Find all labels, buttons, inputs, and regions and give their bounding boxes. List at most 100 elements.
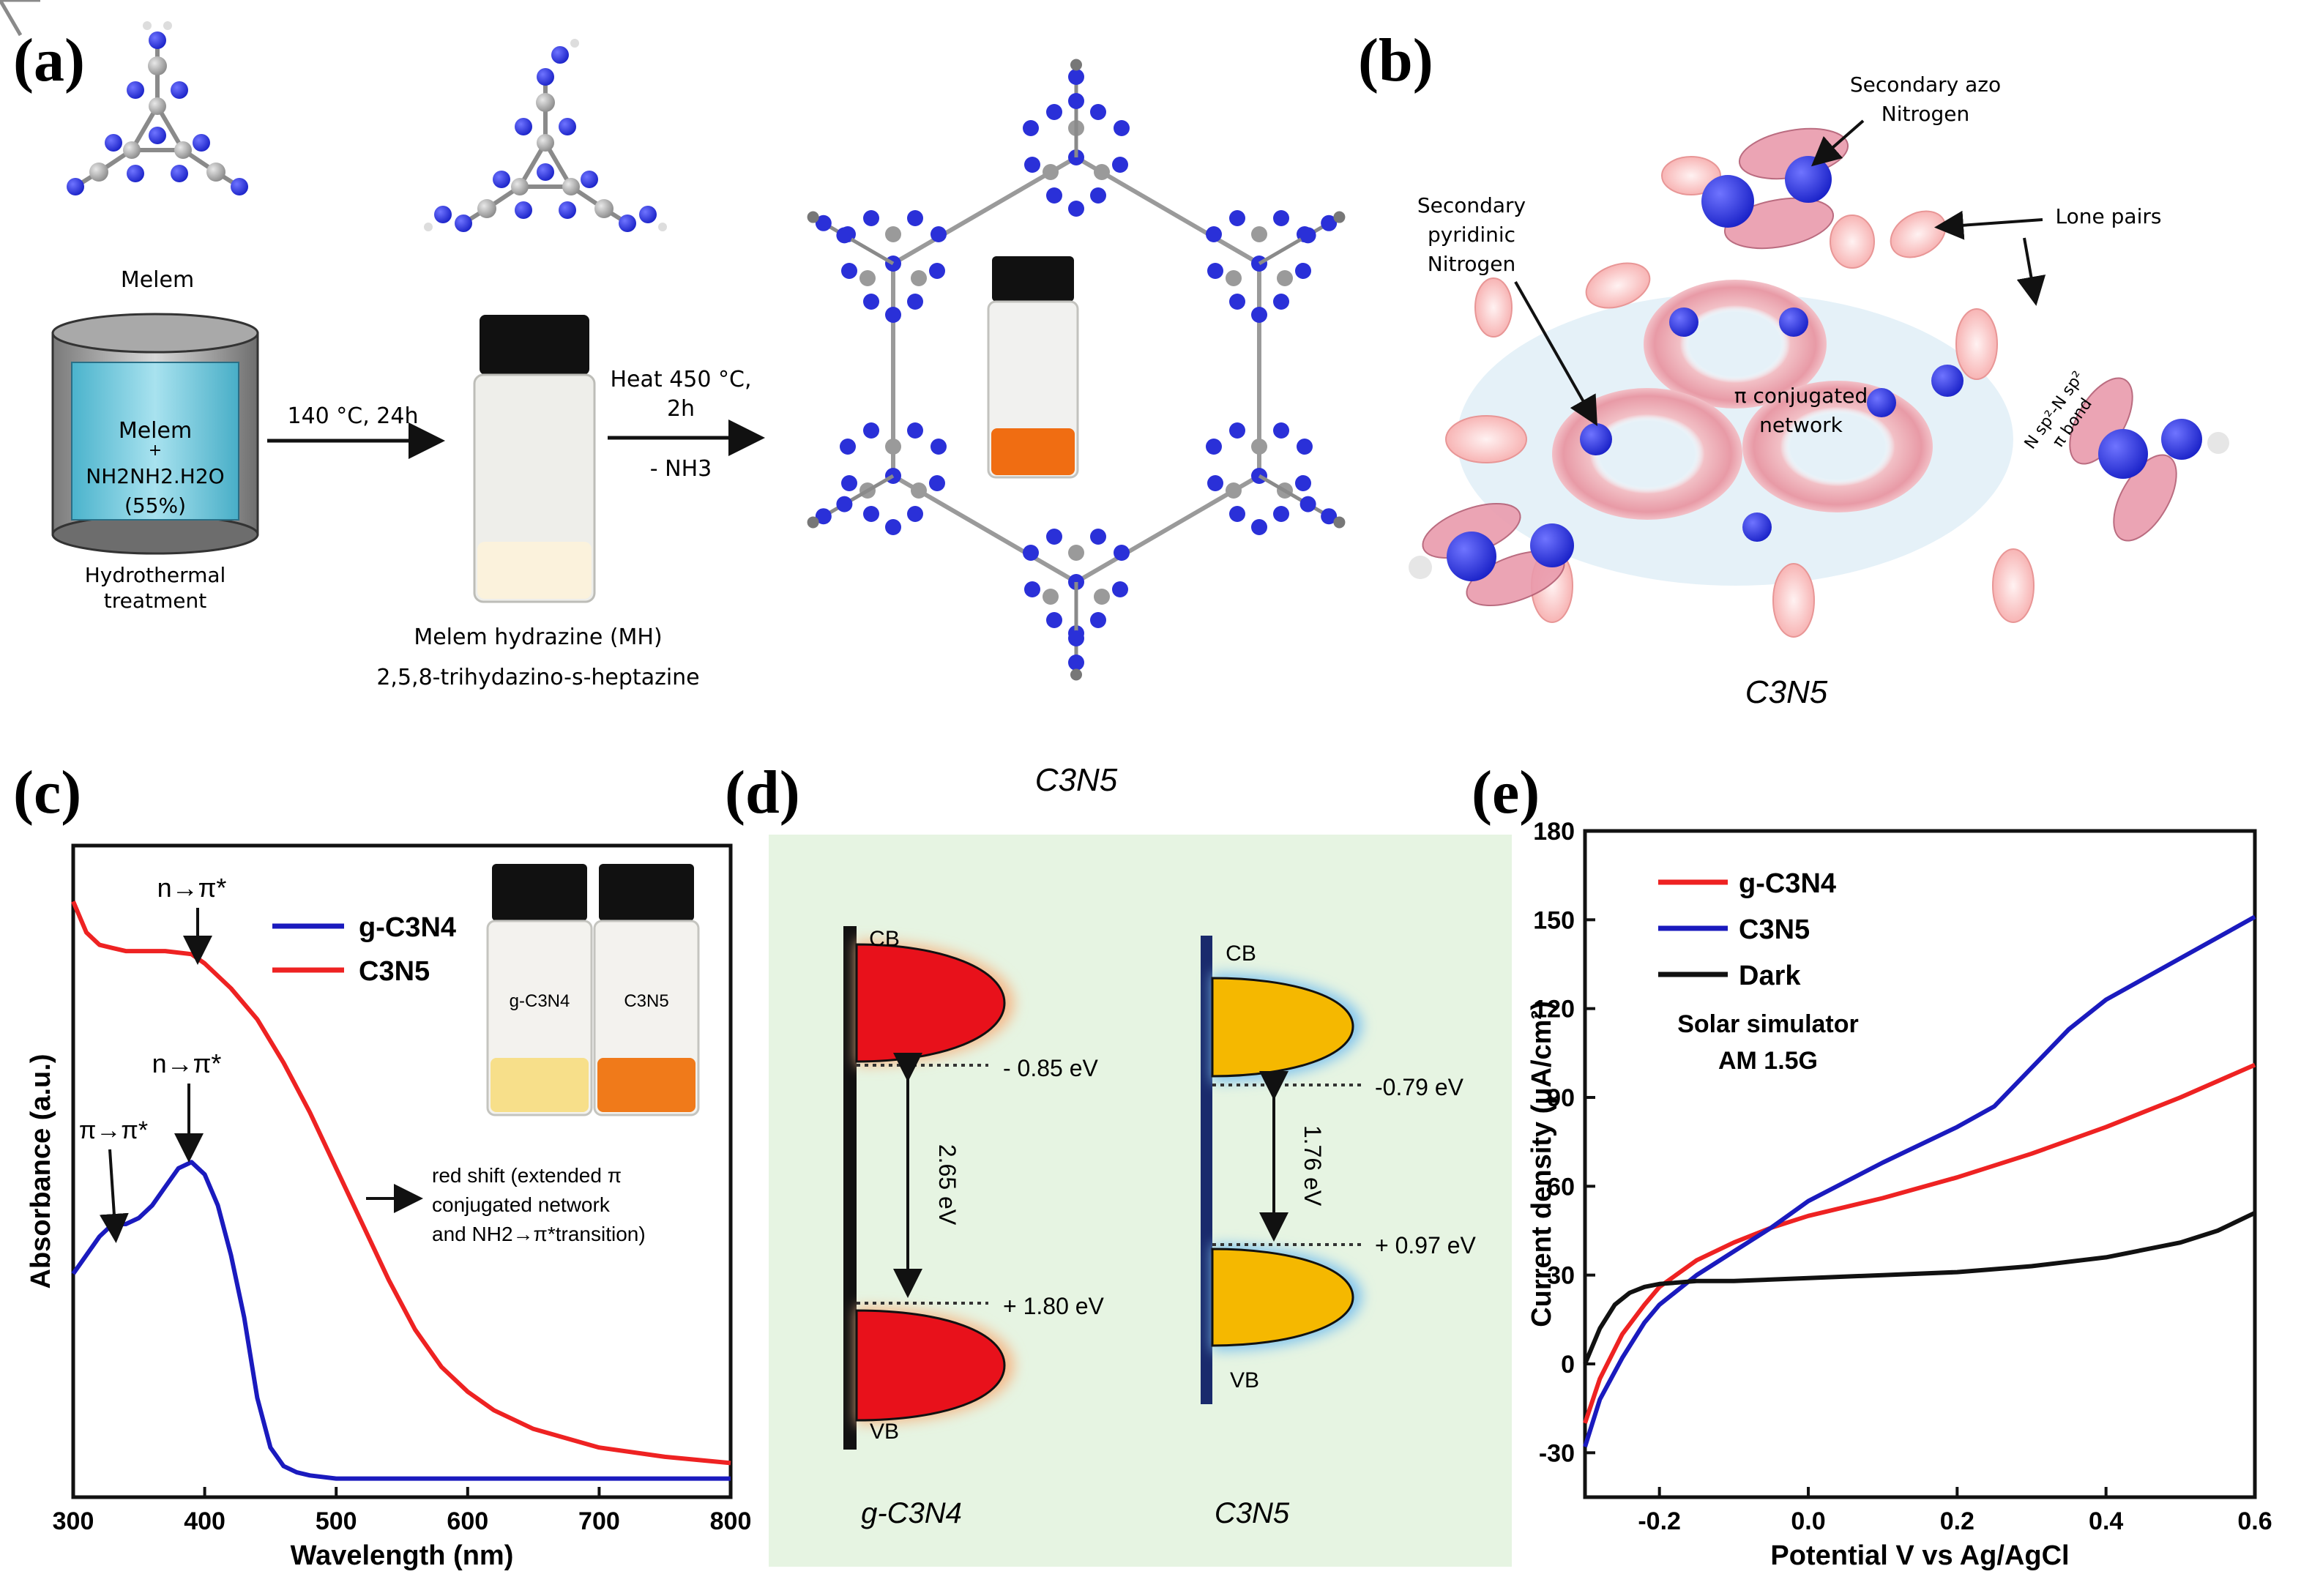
plot-frame — [71, 843, 733, 1499]
annotation-arrow — [99, 1149, 129, 1243]
nitrogen-atom — [1112, 157, 1128, 173]
nitrogen-atom — [1068, 93, 1084, 109]
nitrogen-atom — [836, 496, 853, 512]
nitrogen-atom — [1024, 581, 1040, 597]
azo-bridge — [1258, 221, 1330, 266]
azo-bridge — [822, 474, 895, 518]
panel-d-label: (d) — [725, 758, 800, 827]
carbon-atom — [911, 482, 927, 499]
gc3n4-cb-label: CB — [869, 927, 900, 951]
step2-condition-3: - NH3 — [650, 456, 712, 482]
x-tick-label: 0.6 — [2237, 1507, 2272, 1535]
y-axis-label: Absorbance (a.u.) — [26, 1054, 56, 1289]
x-tick-label: 0.4 — [2089, 1507, 2123, 1535]
annotation-solar: Solar simulator — [1677, 1010, 1859, 1038]
nitrogen-atom — [1229, 210, 1245, 226]
carbon-atom — [885, 439, 901, 455]
nitrogen-atom — [863, 294, 879, 310]
chart-c: 300 400 500 600 700 800 Wavelength (nm) Absorba… — [26, 843, 751, 1571]
nitrogen-atom — [863, 210, 879, 226]
terminal-atom — [1070, 668, 1082, 681]
heptazine-unit — [1206, 210, 1346, 323]
lone-pairs-arrow-1 — [1934, 210, 2043, 240]
legend-label: g-C3N4 — [359, 912, 456, 943]
heptazine-unit — [807, 422, 947, 535]
pyridinic-label-3: Nitrogen — [1428, 252, 1515, 276]
nitrogen-atom — [1297, 439, 1313, 455]
nitrogen-atom — [841, 475, 857, 491]
pi-network-label-1: π conjugated — [1734, 384, 1868, 408]
y-tick-label: 120 — [1533, 996, 1575, 1023]
nitrogen-atom — [885, 307, 901, 323]
x-tick-label: 0.0 — [1791, 1507, 1825, 1535]
nitrogen-atom — [1114, 120, 1130, 136]
nitrogen-atom — [1295, 475, 1311, 491]
nitrogen-atom — [1299, 496, 1316, 512]
nitrogen-atom — [1206, 439, 1222, 455]
series-line-g-c3n4 — [71, 1160, 731, 1481]
carbon-atom — [1226, 482, 1242, 499]
heptazine-unit — [807, 210, 947, 323]
carbon-atom — [859, 270, 876, 286]
nitrogen-atom — [1299, 227, 1316, 244]
heptazine-unit — [1023, 529, 1130, 681]
x-tick-label: -0.2 — [1638, 1507, 1681, 1535]
terminal-atom — [807, 211, 819, 223]
c3n5-orbital-model — [1409, 127, 2229, 638]
melem-hydrazine-molecule — [424, 39, 667, 232]
azo-arrow — [1810, 119, 1865, 167]
pyridinic-label-2: pyridinic — [1428, 223, 1515, 247]
y-tick-label: 30 — [1547, 1262, 1575, 1290]
nitrogen-atom — [1090, 612, 1106, 628]
terminal-atom — [807, 516, 819, 529]
nitrogen-atom — [1114, 545, 1130, 561]
c3n5-vb-band — [1211, 1248, 1354, 1347]
annotation-pi-pi: π→π* — [79, 1116, 148, 1144]
nitrogen-atom — [1321, 215, 1338, 231]
carbon-atom — [1068, 545, 1084, 561]
nitrogen-atom — [1046, 612, 1062, 628]
step1-condition: 140 °C, 24h — [287, 403, 418, 429]
terminal-atom — [1333, 211, 1346, 223]
mh-name: Melem hydrazine (MH) — [414, 624, 662, 650]
c3n5-cb-label: CB — [1226, 941, 1256, 966]
nitrogen-atom — [931, 439, 947, 455]
nitrogen-atom — [907, 422, 923, 439]
nitrogen-atom — [815, 508, 832, 525]
c3n5-gap-value: 1.76 eV — [1299, 1125, 1326, 1207]
inset-vial-cap — [599, 864, 694, 921]
x-axis-label: Potential V vs Ag/AgCl — [1770, 1540, 2069, 1571]
reactor-caption-1: Hydrothermal — [85, 563, 226, 587]
y-tick-label: 180 — [1533, 818, 1575, 846]
lone-pairs-arrow-2 — [2016, 237, 2046, 306]
x-tick-label: 0.2 — [1940, 1507, 1974, 1535]
legend-label: g-C3N4 — [1739, 868, 1836, 899]
nitrogen-atom — [1229, 422, 1245, 439]
inset-vial-powder — [597, 1058, 695, 1112]
legend-label: C3N5 — [1739, 914, 1810, 945]
lone-pairs-label: Lone pairs — [2056, 204, 2162, 228]
nitrogen-atom — [1251, 307, 1267, 323]
panel-b-label: (b) — [1358, 26, 1433, 94]
carbon-atom — [1094, 589, 1110, 605]
nitrogen-atom — [907, 506, 923, 522]
nitrogen-atom — [863, 506, 879, 522]
carbon-atom — [1251, 226, 1267, 242]
nitrogen-atom — [1207, 475, 1223, 491]
carbon-atom — [911, 270, 927, 286]
reactor-text-3: NH2NH2.H2O — [86, 464, 224, 488]
nitrogen-atom — [1046, 187, 1062, 204]
annotation-red-shift-3: and NH2→π*transition) — [432, 1223, 646, 1245]
y-tick-label: 0 — [1561, 1351, 1575, 1379]
nitrogen-atom — [840, 439, 856, 455]
nitrogen-atom — [1273, 294, 1289, 310]
carbon-atom — [1043, 164, 1059, 180]
x-tick-label: 500 — [316, 1507, 357, 1535]
melem-label: Melem — [121, 267, 194, 293]
panel-e-label: (e) — [1472, 758, 1540, 827]
panel-a-label: (a) — [13, 26, 85, 94]
nitrogen-atom — [1273, 210, 1289, 226]
gc3n4-gap-value: 2.65 eV — [934, 1144, 961, 1226]
